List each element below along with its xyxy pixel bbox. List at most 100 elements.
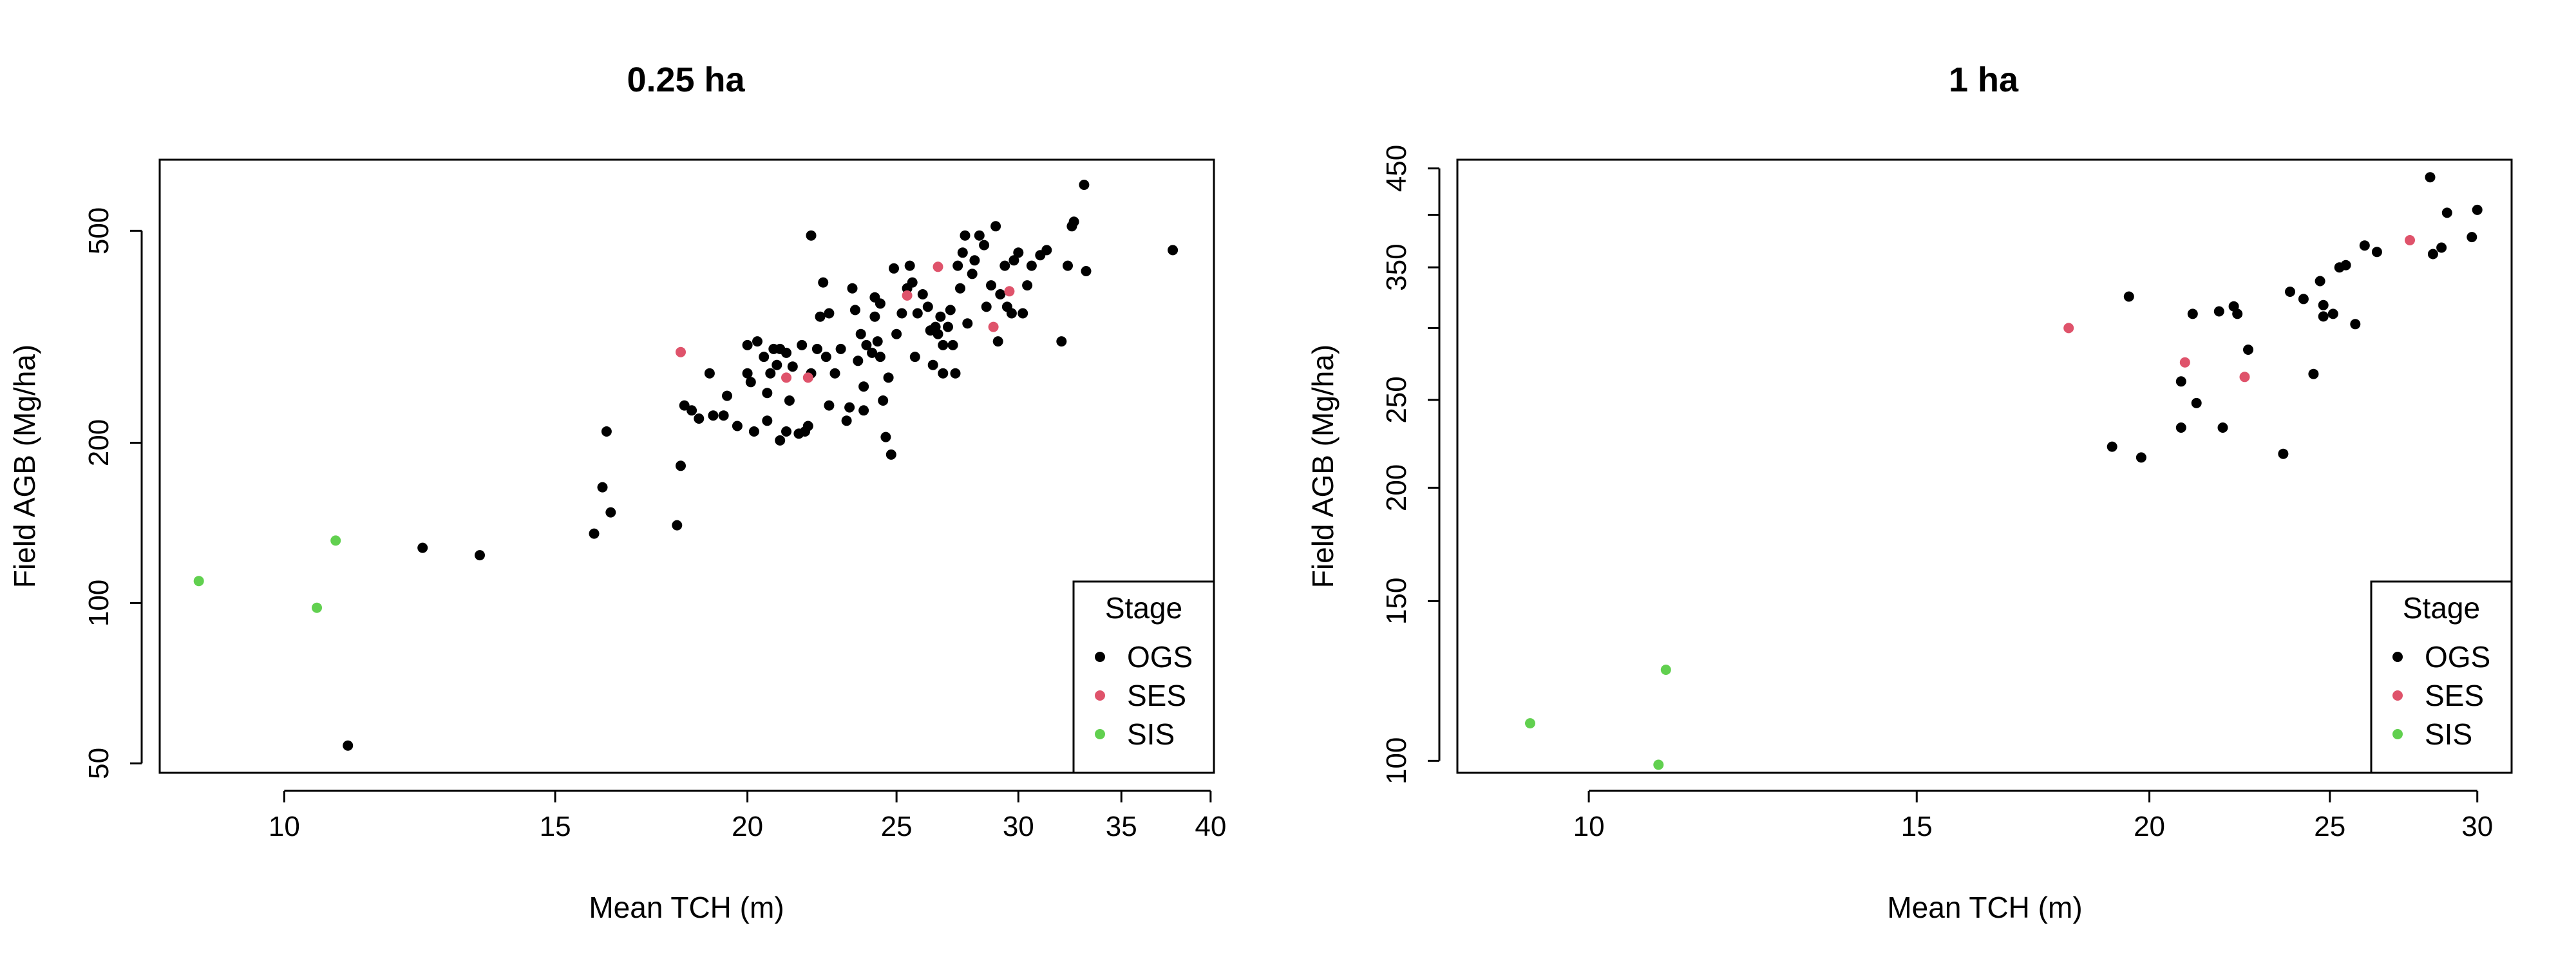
point-ogs — [844, 402, 855, 413]
point-ogs — [969, 255, 980, 266]
point-ogs — [2285, 287, 2295, 297]
point-ogs — [2327, 308, 2338, 319]
y-tick-label: 100 — [1381, 737, 1412, 784]
plot-frame — [158, 158, 1215, 774]
point-ogs — [957, 247, 968, 258]
point-ogs — [1006, 308, 1017, 319]
point-ogs — [708, 410, 719, 421]
y-tick-label: 450 — [1381, 145, 1412, 192]
point-ogs — [1009, 255, 1019, 266]
legend-marker-ses — [2392, 690, 2403, 701]
x-tick-label: 20 — [732, 811, 763, 842]
point-ogs — [858, 405, 869, 416]
point-ogs — [802, 421, 813, 431]
point-ogs — [995, 289, 1006, 299]
legend-entry-ses: SES — [1127, 679, 1186, 712]
point-ogs — [824, 400, 835, 411]
point-ogs — [835, 343, 846, 354]
point-ogs — [1018, 308, 1028, 319]
point-ogs — [679, 400, 690, 411]
point-ogs — [732, 421, 743, 431]
point-ses — [676, 346, 686, 357]
point-ogs — [781, 426, 791, 437]
point-ogs — [922, 301, 933, 312]
point-ogs — [2318, 311, 2329, 322]
point-ogs — [475, 550, 485, 561]
point-ogs — [601, 426, 612, 437]
point-ogs — [950, 368, 961, 379]
point-ogs — [2318, 299, 2329, 310]
point-ogs — [945, 305, 956, 316]
legend-marker-sis — [1095, 729, 1105, 739]
point-ogs — [2340, 260, 2351, 270]
point-ogs — [748, 426, 759, 437]
point-ogs — [2371, 247, 2382, 258]
legend-marker-ogs — [1095, 652, 1105, 662]
point-ogs — [759, 352, 770, 363]
point-ses — [902, 290, 913, 301]
point-ogs — [1056, 336, 1067, 347]
point-ogs — [2308, 368, 2319, 379]
point-ogs — [2298, 294, 2309, 305]
point-ogs — [935, 311, 946, 322]
x-tick-label: 30 — [2461, 811, 2493, 842]
point-ses — [988, 321, 999, 332]
point-ogs — [687, 405, 697, 416]
y-axis-label: Field AGB (Mg/ha) — [1306, 345, 1340, 588]
point-ogs — [858, 381, 869, 392]
point-ogs — [999, 260, 1010, 271]
point-ogs — [1168, 245, 1179, 256]
x-axis-label: Mean TCH (m) — [1887, 891, 2082, 924]
point-sis — [1653, 759, 1664, 770]
point-ogs — [2232, 308, 2243, 319]
point-ogs — [672, 520, 683, 531]
point-ogs — [676, 460, 686, 471]
point-ogs — [775, 435, 786, 446]
point-ogs — [867, 347, 878, 358]
point-ogs — [869, 311, 880, 322]
point-ogs — [818, 277, 829, 288]
legend-marker-ogs — [2392, 652, 2403, 662]
x-tick-label: 15 — [540, 811, 571, 842]
point-ogs — [878, 395, 889, 406]
x-tick-label: 15 — [1901, 811, 1933, 842]
point-ogs — [938, 368, 949, 379]
point-ogs — [986, 280, 996, 291]
plot-frame — [1456, 158, 2513, 774]
point-ogs — [847, 283, 858, 294]
point-ogs — [806, 230, 817, 241]
point-ogs — [960, 230, 971, 241]
legend-box — [1072, 580, 1215, 774]
point-ogs — [343, 740, 354, 751]
point-ogs — [797, 339, 808, 350]
point-ogs — [2191, 397, 2202, 408]
x-axis: 10 15 20 25 30 35 40 — [269, 790, 1226, 842]
point-ogs — [990, 221, 1001, 232]
y-axis: 100 150 200 250 350 450 — [1381, 145, 1441, 784]
point-ogs — [704, 368, 715, 379]
point-ogs — [2175, 376, 2186, 387]
data-points — [1525, 172, 2483, 770]
point-ogs — [907, 277, 918, 288]
point-ogs — [2315, 276, 2325, 287]
point-ogs — [2359, 240, 2370, 251]
legend-entry-ogs: OGS — [1127, 640, 1193, 674]
point-ogs — [967, 269, 978, 279]
point-ogs — [1081, 266, 1092, 276]
point-ogs — [880, 431, 891, 442]
x-tick-label: 25 — [881, 811, 913, 842]
point-ogs — [745, 377, 756, 388]
point-ogs — [883, 372, 894, 383]
point-sis — [330, 535, 341, 546]
point-ogs — [772, 359, 782, 370]
y-tick-label: 50 — [83, 748, 115, 779]
point-ogs — [1041, 245, 1052, 256]
point-ogs — [2467, 232, 2477, 243]
point-ogs — [904, 260, 915, 271]
point-ogs — [2441, 207, 2452, 218]
point-ogs — [841, 415, 852, 426]
point-ogs — [781, 347, 791, 358]
point-sis — [193, 576, 204, 587]
x-tick-label: 30 — [1003, 811, 1034, 842]
